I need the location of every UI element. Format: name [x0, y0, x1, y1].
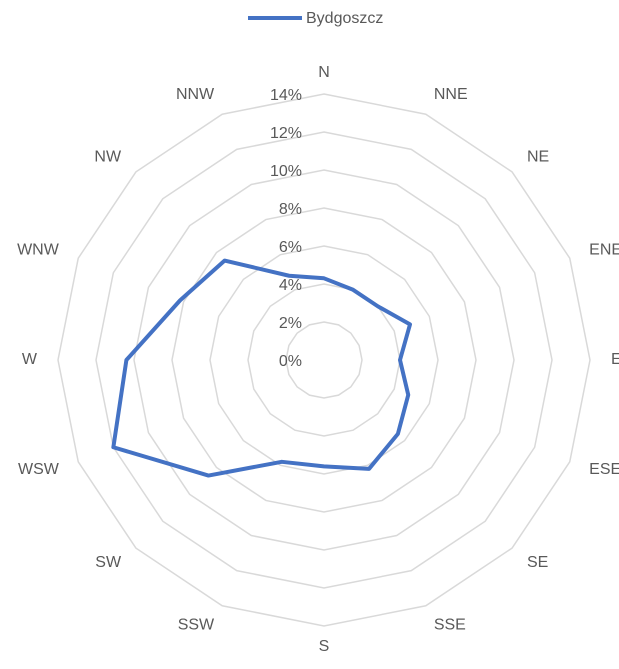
grid-ring — [247, 283, 401, 437]
r-tick-label: 4% — [279, 277, 302, 294]
category-label: W — [22, 351, 38, 368]
r-tick-label: 2% — [279, 315, 302, 332]
r-tick-label: 6% — [279, 239, 302, 256]
r-tick-label: 14% — [270, 87, 302, 104]
r-tick-label: 0% — [279, 353, 302, 370]
grid-ring — [133, 169, 515, 551]
grid-ring — [95, 131, 553, 589]
category-label: WSW — [18, 461, 60, 478]
category-label: NNW — [176, 86, 215, 103]
category-label: E — [611, 351, 619, 368]
series-line — [111, 258, 413, 478]
category-label: S — [319, 638, 330, 655]
category-label: SE — [527, 554, 548, 571]
category-label: SW — [95, 554, 122, 571]
r-tick-label: 12% — [270, 125, 302, 142]
category-label: NNE — [434, 86, 468, 103]
grid-ring — [57, 93, 591, 627]
r-tick-label: 10% — [270, 163, 302, 180]
category-label: SSW — [178, 616, 215, 633]
category-label: ENE — [589, 241, 619, 258]
category-label: WNW — [17, 241, 60, 258]
category-label: N — [318, 64, 330, 81]
category-label: NE — [527, 148, 549, 165]
category-label: NW — [94, 148, 122, 165]
grid-ring — [209, 245, 439, 475]
category-label: SSE — [434, 616, 466, 633]
legend-label: Bydgoszcz — [306, 10, 383, 27]
r-tick-label: 8% — [279, 201, 302, 218]
category-label: ESE — [589, 461, 619, 478]
grid-ring — [285, 321, 363, 399]
